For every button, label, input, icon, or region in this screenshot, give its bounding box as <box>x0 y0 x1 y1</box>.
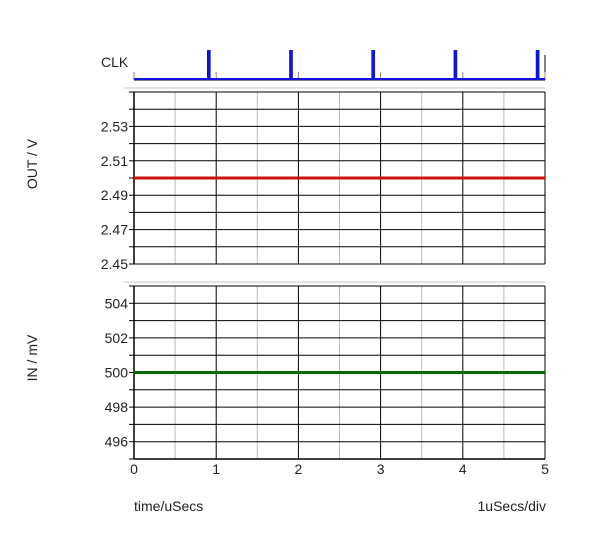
in-tick-label: 498 <box>105 399 129 415</box>
in-axis-label: IN / mV <box>24 334 40 381</box>
out-tick-label: 2.51 <box>101 153 128 169</box>
out-tick-label: 2.49 <box>101 187 128 203</box>
out-tick-label: 2.53 <box>101 118 128 134</box>
clk-series-line <box>134 50 545 80</box>
x-tick-label: 3 <box>377 461 385 477</box>
clk-label: CLK <box>101 54 129 70</box>
in-tick-label: 502 <box>105 330 129 346</box>
out-tick-label: 2.45 <box>101 256 128 272</box>
in-tick-label: 504 <box>105 295 129 311</box>
out-axis-label: OUT / V <box>24 138 40 189</box>
in-tick-label: 496 <box>105 434 129 450</box>
x-axis-title: time/uSecs <box>134 498 204 514</box>
x-axis-scale-label: 1uSecs/div <box>477 498 546 514</box>
x-tick-label: 4 <box>459 461 467 477</box>
x-tick-label: 1 <box>212 461 220 477</box>
out-tick-label: 2.47 <box>101 222 128 238</box>
x-tick-label: 0 <box>130 461 138 477</box>
x-tick-label: 2 <box>295 461 303 477</box>
in-tick-label: 500 <box>105 365 129 381</box>
x-tick-label: 5 <box>541 461 549 477</box>
